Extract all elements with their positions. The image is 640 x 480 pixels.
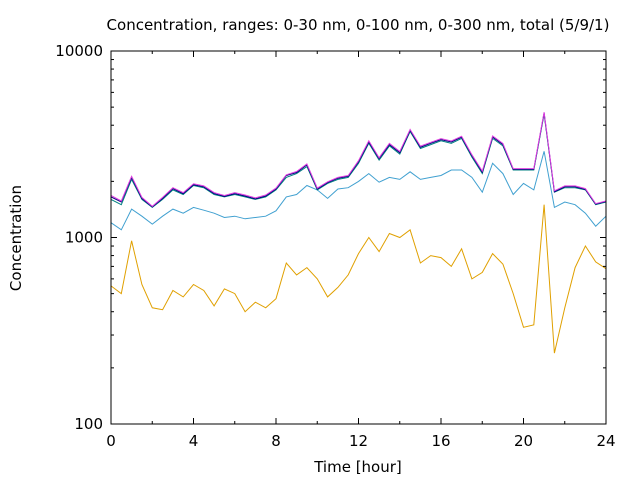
- series-line-3: [110, 113, 607, 209]
- y-tick-label: 1000: [65, 229, 103, 247]
- y-axis-ticks: 100 1000 10000: [55, 42, 606, 433]
- plot-series-group: [110, 112, 607, 354]
- x-tick-label: 12: [349, 432, 368, 450]
- x-tick-label: 24: [596, 432, 615, 450]
- y-tick-label: 10000: [55, 42, 103, 60]
- x-tick-label: 8: [271, 432, 281, 450]
- plot-frame: [110, 50, 607, 425]
- series-line-4: [110, 112, 607, 208]
- x-axis-ticks: 0 4 8 12 16 20 24: [106, 51, 616, 450]
- series-line-2: [110, 151, 607, 231]
- x-tick-label: 4: [189, 432, 199, 450]
- series-line-1: [110, 204, 607, 354]
- y-tick-label: 100: [74, 415, 103, 433]
- series-line-5: [110, 112, 607, 207]
- x-axis-label: Time [hour]: [313, 458, 402, 476]
- y-axis-label: Concentration: [7, 185, 25, 291]
- x-tick-label: 16: [431, 432, 450, 450]
- x-tick-label: 0: [106, 432, 116, 450]
- x-tick-label: 20: [514, 432, 533, 450]
- chart-title: Concentration, ranges: 0-30 nm, 0-100 nm…: [107, 16, 610, 34]
